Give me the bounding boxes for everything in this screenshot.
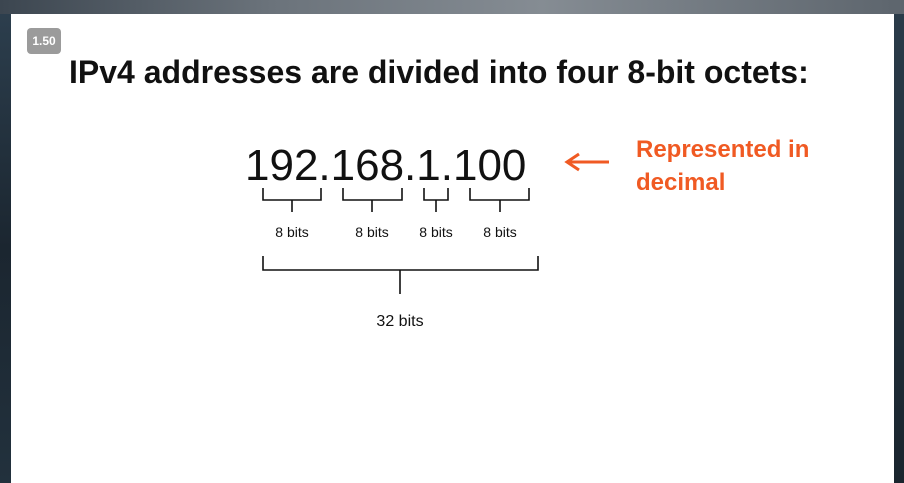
octet-4-brace (469, 188, 530, 212)
octet-3-brace (423, 188, 449, 212)
octet-2-brace (342, 188, 403, 212)
octet-2-bits-label: 8 bits (355, 224, 388, 240)
octet-4-bits-label: 8 bits (483, 224, 516, 240)
total-bits-label: 32 bits (376, 313, 423, 330)
note-line-1: Represented in (636, 136, 809, 163)
left-frame-edge (0, 14, 11, 483)
ipv4-octet-diagram: 192.168.1.100 Represented in decimal 8 b… (245, 136, 809, 330)
octet-1-bits-label: 8 bits (275, 224, 308, 240)
slide-title: IPv4 addresses are divided into four 8-b… (69, 54, 809, 90)
octet-3-bits-label: 8 bits (419, 224, 452, 240)
window-top-bar (0, 0, 904, 14)
note-line-2: decimal (636, 169, 725, 196)
playback-speed-badge[interactable]: 1.50 (27, 28, 61, 54)
right-frame-edge (894, 14, 904, 483)
arrow-left-icon (564, 152, 609, 172)
ip-address-text: 192.168.1.100 (245, 141, 526, 190)
slide-canvas: 1.50 IPv4 addresses are divided into fou… (11, 14, 894, 483)
total-brace (262, 256, 539, 294)
octet-1-brace (262, 188, 322, 212)
